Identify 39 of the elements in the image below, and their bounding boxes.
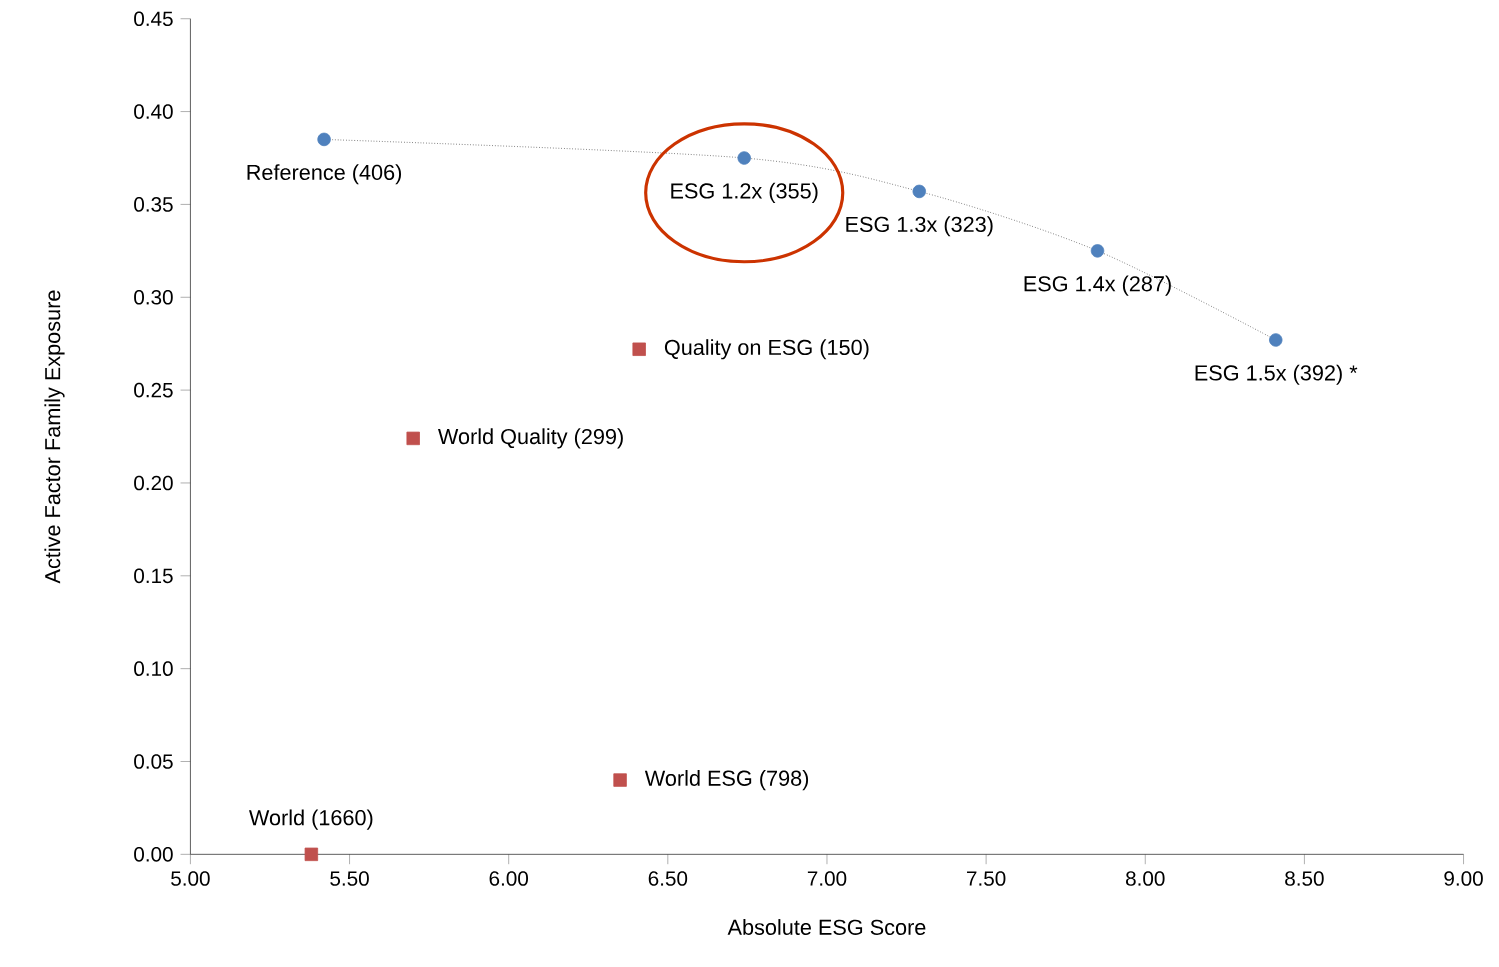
- x-tick-label: 8.00: [1126, 871, 1165, 886]
- y-axis-title: Active Factor Family Exposure: [44, 290, 65, 584]
- y-tick-label: 0.25: [134, 382, 173, 398]
- x-tick-label: 6.00: [489, 871, 529, 886]
- annotation: ESG 1.5x (392) *: [1195, 364, 1358, 386]
- point: [1269, 333, 1283, 347]
- x-tick-label: 9.00: [1444, 871, 1483, 886]
- annotation: Quality on ESG (150): [664, 339, 869, 360]
- x-tick-label: 7.00: [807, 871, 847, 886]
- y-tick-label: 0.45: [134, 11, 173, 27]
- annotation: ESG 1.3x (323): [846, 216, 993, 237]
- x-tick-label: 5.50: [330, 871, 369, 886]
- y-tick-label: 0.30: [134, 290, 173, 305]
- y-tick-label: 0.35: [134, 197, 173, 212]
- point: [613, 773, 627, 787]
- x-tick-label: 6.50: [648, 871, 688, 886]
- point: [304, 847, 319, 862]
- y-tick-label: 0.15: [134, 568, 173, 584]
- annotation: ESG 1.4x (287): [1024, 275, 1171, 296]
- y-tick-label: 0.10: [134, 661, 173, 677]
- point: [912, 184, 926, 199]
- y-tick-label: 0.40: [134, 104, 173, 120]
- point: [1090, 244, 1105, 258]
- x-tick-label: 7.50: [967, 871, 1006, 886]
- x-tick-label: 5.00: [171, 871, 210, 886]
- y-tick-label: 0.05: [134, 754, 173, 769]
- annotation: World (1660): [248, 809, 373, 830]
- point: [406, 431, 420, 446]
- y-tick-label: 0.20: [134, 475, 173, 491]
- annotation: World ESG (798): [644, 770, 809, 791]
- x-tick-label: 8.50: [1285, 871, 1324, 886]
- annotation: ESG 1.2x (355): [671, 182, 818, 204]
- x-axis-title: Absolute ESG Score: [727, 919, 926, 936]
- point: [317, 132, 331, 147]
- y-tick-label: 0.00: [134, 847, 173, 862]
- annotation: Reference (406): [247, 164, 402, 185]
- annotation: World Quality (299): [438, 428, 623, 449]
- point: [632, 342, 646, 357]
- point: [737, 151, 751, 165]
